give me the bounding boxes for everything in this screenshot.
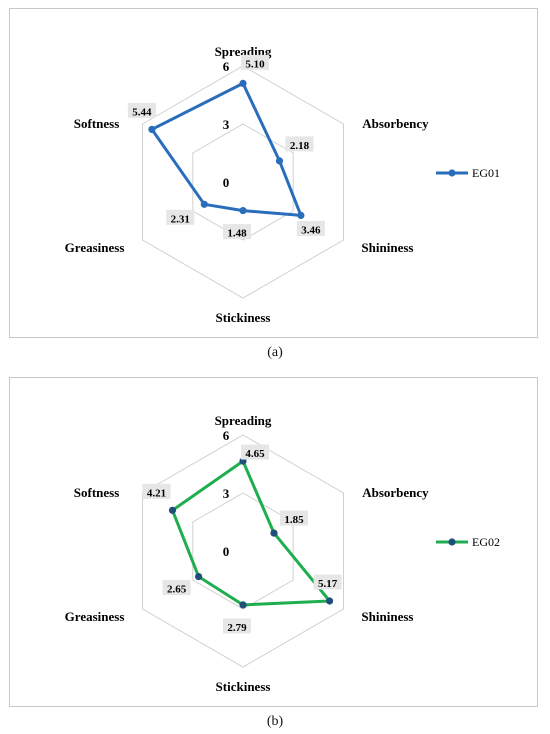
- data-label-absorbency: 1.85: [284, 514, 304, 526]
- data-point-spreading: [239, 79, 247, 87]
- tick-label: 3: [223, 486, 230, 501]
- data-label-spreading: 5.10: [245, 58, 265, 70]
- grid-ring: [142, 65, 344, 299]
- data-point-shininess: [297, 211, 305, 219]
- data-point-softness: [148, 125, 156, 133]
- data-label-box: [223, 224, 251, 240]
- data-label-box: [313, 574, 342, 590]
- data-point-stickiness: [239, 207, 247, 215]
- data-point-absorbency: [270, 529, 278, 537]
- chart-panel-a: 0 3 6 Spreading Absorbency Shininess Stickines…: [9, 8, 538, 338]
- data-label-absorbency: 2.18: [290, 140, 310, 152]
- data-label-box: [296, 220, 325, 236]
- data-label-box: [162, 580, 191, 596]
- data-point-softness: [168, 506, 177, 514]
- data-label-box: [142, 483, 171, 499]
- axis-label-softness: Softness: [74, 116, 120, 131]
- legend-label: EG01: [472, 166, 500, 180]
- data-point-absorbency: [275, 157, 284, 165]
- grid-ring: [192, 123, 294, 241]
- radar-chart-a: 036SpreadingAbsorbencyShininessStickines…: [65, 44, 500, 325]
- data-point-greasiness: [195, 573, 203, 581]
- axis-label-spreading: Spreading: [215, 413, 272, 428]
- data-label-greasiness: 2.31: [171, 213, 190, 225]
- data-label-softness: 4.21: [147, 487, 166, 499]
- data-point-greasiness: [200, 200, 208, 208]
- data-label-box: [241, 54, 269, 70]
- tick-label: 6: [223, 59, 230, 74]
- legend: EG01: [436, 166, 500, 180]
- axis-label-absorbency: Absorbency: [362, 485, 429, 500]
- axis-label-shininess: Shininess: [361, 240, 413, 255]
- caption-b: (b): [266, 714, 284, 729]
- series-line-eg02: [171, 459, 332, 607]
- tick-label: 6: [223, 428, 230, 443]
- axis-label-greasiness: Greasiness: [65, 609, 125, 624]
- grid-ring: [192, 492, 294, 610]
- data-label-box: [223, 618, 251, 634]
- data-label-spreading: 4.65: [245, 448, 265, 460]
- radar-grid: [142, 65, 344, 299]
- data-point-stickiness: [239, 601, 247, 609]
- legend-marker: [448, 169, 456, 177]
- tick-label: 0: [223, 544, 230, 559]
- data-label-shininess: 5.17: [318, 578, 338, 590]
- chart-panel-b: 0 3 6 Spreading Absorbency Shininess Stickines…: [9, 377, 538, 707]
- axis-label-stickiness: Stickiness: [216, 310, 271, 325]
- data-label-shininess: 3.46: [301, 224, 321, 236]
- tick-label: 0: [223, 175, 230, 190]
- legend-label: EG02: [472, 535, 500, 549]
- axis-label-absorbency: Absorbency: [362, 116, 429, 131]
- data-label-stickiness: 1.48: [227, 228, 247, 240]
- axis-label-greasiness: Greasiness: [65, 240, 125, 255]
- data-label-box: [241, 444, 269, 460]
- legend: EG02: [436, 535, 500, 549]
- data-label-box: [280, 510, 308, 526]
- data-label-softness: 5.44: [132, 106, 152, 118]
- data-label-greasiness: 2.65: [167, 584, 187, 596]
- tick-label: 3: [223, 117, 230, 132]
- data-label-box: [166, 209, 195, 225]
- axis-label-stickiness: Stickiness: [216, 679, 271, 694]
- series-line-eg01: [150, 81, 303, 217]
- data-point-shininess: [326, 597, 334, 605]
- legend-marker: [448, 538, 456, 546]
- caption-a: (a): [267, 345, 283, 360]
- data-label-stickiness: 2.79: [227, 622, 247, 634]
- data-label-box: [285, 136, 314, 152]
- data-label-box: [127, 102, 156, 118]
- axis-label-shininess: Shininess: [361, 609, 413, 624]
- axis-label-softness: Softness: [74, 485, 120, 500]
